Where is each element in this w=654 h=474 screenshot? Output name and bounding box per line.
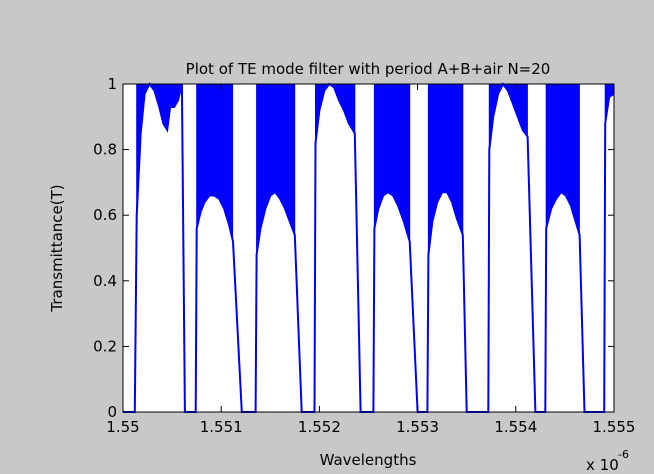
y-tick-label: 0.4 — [93, 272, 117, 290]
x-tick-label: 1.552 — [298, 418, 341, 436]
ticks: 1.55 1.551 1.552 1.553 1.554 1.555 0 0.2 0.4 0.6 0… — [93, 75, 635, 436]
x-tick-label: 1.551 — [200, 418, 243, 436]
chart-title: Plot of TE mode filter with period A+B+a… — [186, 60, 551, 78]
x-axis-label: Wavelengths — [320, 451, 417, 469]
x-tick-label: 1.553 — [396, 418, 439, 436]
x-axis-multiplier: x 10 — [586, 456, 619, 474]
y-tick-label: 0.6 — [93, 206, 117, 224]
x-tick-label: 1.555 — [593, 418, 636, 436]
axes-frame — [122, 83, 615, 413]
y-tick-label: 0.2 — [93, 337, 117, 355]
series-oscillation-0 — [136, 84, 615, 255]
y-tick-label: 0 — [107, 403, 117, 421]
x-tick-label: 1.55 — [106, 418, 139, 436]
y-tick-label: 0.8 — [93, 141, 117, 159]
y-axis-label: Transmittance(T) — [48, 184, 66, 312]
y-tick-label: 1 — [107, 75, 117, 93]
x-tick-label: 1.554 — [494, 418, 537, 436]
x-axis-multiplier-exponent: -6 — [618, 448, 629, 461]
